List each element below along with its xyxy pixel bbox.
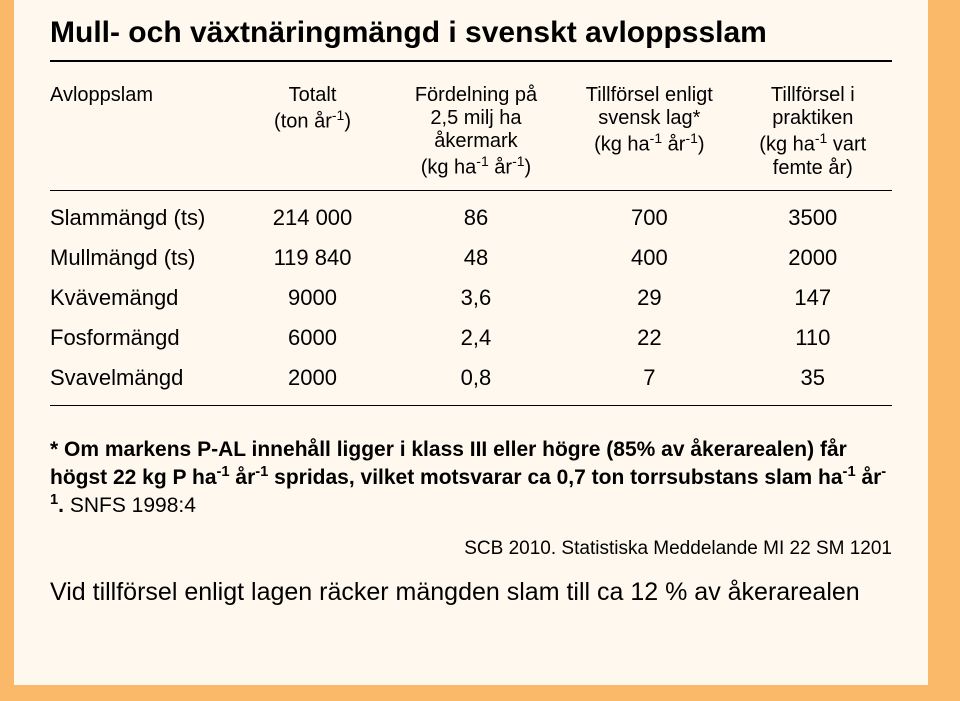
- header-lag: Tillförsel enligt svensk lag* (kg ha-1 å…: [565, 84, 733, 180]
- header-prakt-l4: femte år): [773, 157, 853, 179]
- rule-mid: [50, 190, 892, 191]
- page-title: Mull- och växtnäringmängd i svenskt avlo…: [50, 16, 928, 50]
- row-total: 9000: [238, 285, 387, 311]
- header-total-l2b: ): [344, 111, 351, 133]
- row-lag: 22: [565, 325, 733, 351]
- header-ford-l4c: ): [525, 157, 532, 179]
- header-lag-l2: svensk lag*: [598, 107, 700, 129]
- row-prakt: 2000: [734, 245, 893, 271]
- row-ford: 86: [387, 205, 565, 231]
- header-total-l2: (ton år: [274, 111, 332, 133]
- footnote-sup1: -1: [217, 464, 230, 480]
- table-header: Avloppslam Totalt (ton år-1) Fördelning …: [50, 84, 892, 180]
- row-label: Kvävemängd: [50, 285, 238, 311]
- row-label: Fosformängd: [50, 325, 238, 351]
- footnote-mid3: år: [856, 466, 882, 489]
- header-lag-l3b: år: [662, 134, 685, 156]
- header-ford-l4a: (kg ha: [421, 157, 477, 179]
- header-prakt-l1: Tillförsel i: [771, 84, 855, 106]
- source-citation: SCB 2010. Statistiska Meddelande MI 22 S…: [14, 538, 892, 560]
- row-label: Svavelmängd: [50, 365, 238, 391]
- row-prakt: 3500: [734, 205, 893, 231]
- header-praktiken: Tillförsel i praktiken (kg ha-1 vart fem…: [734, 84, 893, 180]
- header-total-l1: Totalt: [289, 84, 337, 106]
- header-prakt-l3a: (kg ha: [759, 134, 815, 156]
- header-ford-sup1: -1: [476, 153, 488, 169]
- footnote-mid2: spridas, vilket motsvarar ca 0,7 ton tor…: [268, 466, 842, 489]
- row-label: Slammängd (ts): [50, 205, 238, 231]
- row-ford: 3,6: [387, 285, 565, 311]
- slide-panel: Mull- och växtnäringmängd i svenskt avlo…: [14, 0, 928, 685]
- row-prakt: 147: [734, 285, 893, 311]
- header-lag-sup2: -1: [685, 130, 697, 146]
- footnote-snfs: SNFS 1998:4: [70, 494, 196, 517]
- header-lag-l3c: ): [698, 134, 705, 156]
- footnote-mid: år: [230, 466, 256, 489]
- row-ford: 2,4: [387, 325, 565, 351]
- rule-bottom: [50, 405, 892, 406]
- footnote-sup2: -1: [255, 464, 268, 480]
- row-lag: 7: [565, 365, 733, 391]
- header-lag-sup1: -1: [650, 130, 662, 146]
- header-prakt-l3b: vart: [827, 134, 866, 156]
- header-lag-l3a: (kg ha: [594, 134, 650, 156]
- row-lag: 700: [565, 205, 733, 231]
- table-row: Mullmängd (ts) 119 840 48 400 2000: [50, 245, 892, 271]
- row-ford: 0,8: [387, 365, 565, 391]
- row-ford: 48: [387, 245, 565, 271]
- header-prakt-sup: -1: [815, 130, 827, 146]
- row-lag: 400: [565, 245, 733, 271]
- header-lag-l1: Tillförsel enligt: [586, 84, 713, 106]
- header-label: Avloppslam: [50, 84, 238, 180]
- header-prakt-l2: praktiken: [772, 107, 853, 129]
- header-ford-l3: åkermark: [434, 130, 517, 152]
- header-ford-l2: 2,5 milj ha: [430, 107, 521, 129]
- row-label: Mullmängd (ts): [50, 245, 238, 271]
- row-total: 119 840: [238, 245, 387, 271]
- footnote-sup3: -1: [843, 464, 856, 480]
- header-fordelning: Fördelning på 2,5 milj ha åkermark (kg h…: [387, 84, 565, 180]
- footnote-end: .: [58, 494, 70, 517]
- row-total: 6000: [238, 325, 387, 351]
- table-row: Fosformängd 6000 2,4 22 110: [50, 325, 892, 351]
- header-total: Totalt (ton år-1): [238, 84, 387, 180]
- rule-top: [50, 60, 892, 62]
- header-total-sup: -1: [332, 107, 344, 123]
- header-ford-sup2: -1: [512, 153, 524, 169]
- header-ford-l1: Fördelning på: [415, 84, 537, 106]
- row-total: 214 000: [238, 205, 387, 231]
- row-prakt: 110: [734, 325, 893, 351]
- table-row: Svavelmängd 2000 0,8 7 35: [50, 365, 892, 391]
- table-row: Slammängd (ts) 214 000 86 700 3500: [50, 205, 892, 231]
- bottom-conclusion: Vid tillförsel enligt lagen räcker mängd…: [50, 578, 928, 607]
- header-ford-l4b: år: [489, 157, 512, 179]
- table-row: Kvävemängd 9000 3,6 29 147: [50, 285, 892, 311]
- row-total: 2000: [238, 365, 387, 391]
- footnote: * Om markens P-AL innehåll ligger i klas…: [50, 436, 892, 520]
- row-prakt: 35: [734, 365, 893, 391]
- row-lag: 29: [565, 285, 733, 311]
